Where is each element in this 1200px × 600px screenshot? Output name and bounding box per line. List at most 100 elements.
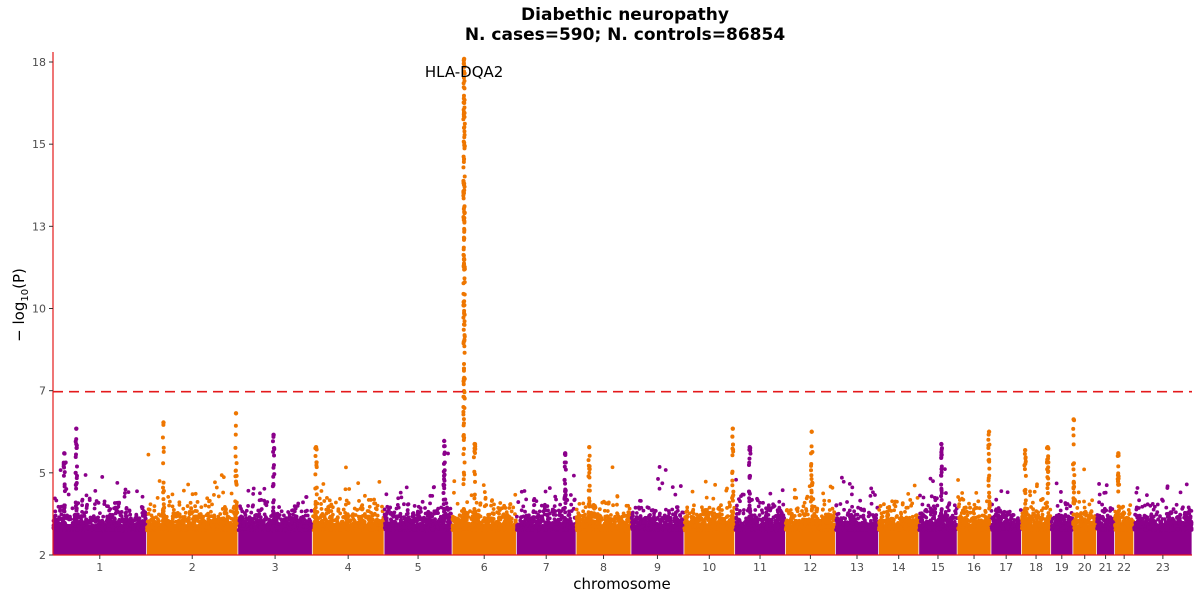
- snp-point: [80, 503, 85, 508]
- snp-point: [187, 509, 192, 514]
- snp-point: [468, 522, 472, 527]
- snp-point: [727, 500, 732, 505]
- snp-point: [725, 486, 729, 491]
- snp-point: [372, 497, 376, 502]
- snp-point: [653, 525, 658, 530]
- snp-point: [263, 501, 268, 506]
- snp-point: [457, 513, 462, 518]
- snp-point: [336, 507, 341, 512]
- snp-point: [664, 517, 669, 522]
- chromosome-2-points: [145, 452, 240, 555]
- snp-point: [463, 523, 468, 528]
- snp-point: [237, 523, 242, 528]
- snp-point: [420, 521, 425, 526]
- snp-point: [739, 527, 743, 532]
- snp-point: [581, 501, 586, 506]
- snp-point: [324, 527, 329, 531]
- snp-point: [558, 502, 563, 507]
- snp-point: [177, 512, 182, 517]
- snp-point: [564, 527, 569, 532]
- snp-point: [92, 506, 97, 511]
- snp-point: [717, 527, 722, 532]
- snp-point: [88, 528, 93, 532]
- snp-point: [567, 525, 572, 530]
- snp-point: [658, 523, 663, 528]
- snp-point: [286, 522, 291, 526]
- snp-point: [633, 505, 638, 510]
- snp-point: [146, 452, 151, 457]
- snp-point: [725, 514, 730, 519]
- snp-point: [675, 508, 680, 513]
- snp-point: [215, 518, 219, 523]
- snp-point: [674, 505, 679, 510]
- snp-point: [492, 502, 496, 507]
- snp-point: [453, 520, 458, 525]
- snp-point: [221, 526, 226, 531]
- snp-point: [124, 506, 129, 511]
- snp-point: [657, 465, 662, 469]
- snp-point: [439, 526, 444, 531]
- snp-point: [93, 526, 97, 531]
- snp-point: [642, 516, 646, 521]
- snp-point: [592, 511, 596, 516]
- snp-point: [548, 521, 553, 526]
- snp-point: [287, 526, 292, 531]
- snp-point: [763, 514, 768, 519]
- snp-point: [773, 523, 777, 528]
- snp-point: [136, 520, 140, 525]
- snp-point: [246, 504, 251, 508]
- snp-point: [190, 520, 195, 525]
- snp-point: [311, 528, 316, 533]
- snp-point: [417, 525, 422, 530]
- snp-point: [203, 503, 208, 508]
- snp-point: [455, 501, 460, 506]
- snp-point: [707, 505, 712, 510]
- snp-point: [492, 525, 496, 530]
- snp-point: [140, 524, 145, 529]
- snp-point: [502, 526, 507, 531]
- snp-point: [107, 508, 112, 513]
- snp-point: [722, 521, 726, 525]
- snp-point: [187, 521, 192, 526]
- snp-point: [648, 526, 653, 530]
- snp-point: [135, 489, 139, 494]
- snp-point: [684, 510, 689, 514]
- snp-point: [634, 511, 639, 515]
- snp-point: [486, 525, 491, 530]
- snp-point: [532, 503, 536, 508]
- snp-point: [199, 505, 204, 510]
- snp-point: [519, 520, 524, 525]
- snp-point: [506, 519, 510, 524]
- snp-point: [343, 487, 348, 492]
- snp-point: [733, 527, 738, 532]
- snp-point: [692, 523, 697, 528]
- snp-point: [150, 524, 155, 528]
- snp-point: [266, 525, 271, 530]
- snp-point: [123, 487, 128, 492]
- snp-point: [62, 528, 67, 532]
- snp-point: [764, 517, 769, 522]
- snp-point: [615, 511, 619, 516]
- snp-point: [583, 505, 588, 510]
- snp-point: [72, 527, 76, 531]
- snp-point: [574, 507, 579, 512]
- snp-point: [721, 524, 726, 529]
- snp-point: [246, 488, 251, 493]
- snp-point: [537, 509, 542, 514]
- snp-point: [652, 514, 656, 519]
- snp-point: [128, 512, 133, 517]
- snp-point: [100, 475, 105, 479]
- snp-point: [237, 527, 242, 532]
- snp-point: [170, 504, 175, 509]
- snp-point: [166, 494, 171, 499]
- snp-point: [152, 508, 157, 513]
- snp-point: [448, 506, 453, 511]
- snp-point: [420, 499, 425, 504]
- snp-point: [638, 498, 643, 503]
- snp-point: [367, 504, 372, 509]
- snp-point: [693, 528, 697, 533]
- snp-point: [435, 525, 440, 530]
- snp-point: [474, 500, 479, 505]
- snp-point: [448, 520, 452, 524]
- snp-point: [212, 492, 216, 497]
